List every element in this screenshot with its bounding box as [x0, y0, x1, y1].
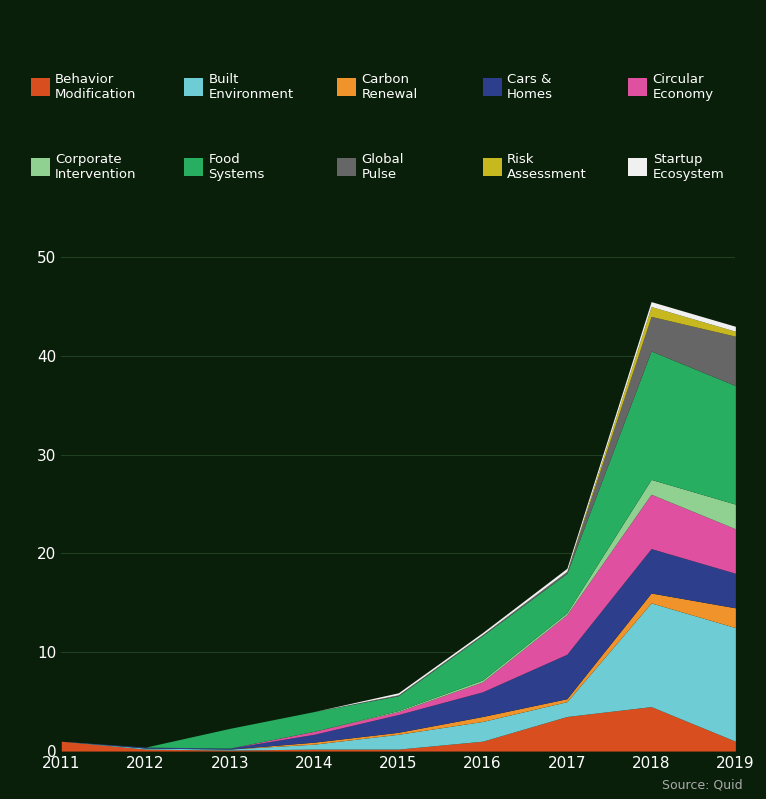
- Text: Renewal: Renewal: [362, 88, 417, 101]
- Text: Environment: Environment: [208, 88, 293, 101]
- Text: Carbon: Carbon: [362, 74, 410, 86]
- Text: Modification: Modification: [55, 88, 136, 101]
- Text: Systems: Systems: [208, 168, 265, 181]
- Text: Source: Quid: Source: Quid: [663, 778, 743, 791]
- Text: Corporate: Corporate: [55, 153, 122, 166]
- Text: Homes: Homes: [507, 88, 553, 101]
- Text: Startup: Startup: [653, 153, 702, 166]
- Text: Circular: Circular: [653, 74, 704, 86]
- Text: Risk: Risk: [507, 153, 535, 166]
- Text: Intervention: Intervention: [55, 168, 136, 181]
- Text: Ecosystem: Ecosystem: [653, 168, 725, 181]
- Text: Food: Food: [208, 153, 240, 166]
- Text: Behavior: Behavior: [55, 74, 114, 86]
- Text: Pulse: Pulse: [362, 168, 397, 181]
- Text: Global: Global: [362, 153, 404, 166]
- Text: Economy: Economy: [653, 88, 714, 101]
- Text: Built: Built: [208, 74, 239, 86]
- Text: Cars &: Cars &: [507, 74, 552, 86]
- Text: Assessment: Assessment: [507, 168, 587, 181]
